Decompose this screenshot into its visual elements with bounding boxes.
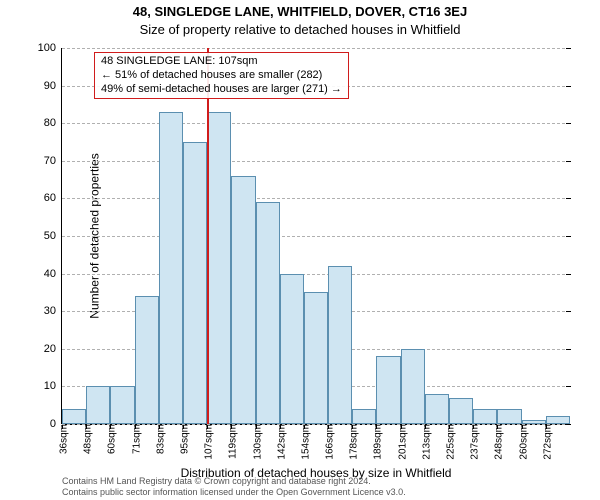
x-tick-label: 60sqm [101, 424, 118, 454]
histogram-bar [497, 409, 521, 424]
annotation-line1: 48 SINGLEDGE LANE: 107sqm [101, 55, 342, 69]
x-tick-label: 48sqm [77, 424, 94, 454]
y-tick-mark [566, 161, 571, 162]
y-tick-mark [566, 236, 571, 237]
y-tick-label: 20 [44, 343, 62, 355]
y-tick-label: 60 [44, 192, 62, 204]
x-tick-label: 71sqm [125, 424, 142, 454]
histogram-bar [522, 420, 546, 424]
chart-container: { "title": "48, SINGLEDGE LANE, WHITFIEL… [0, 0, 600, 500]
y-tick-mark [566, 48, 571, 49]
histogram-bar [376, 356, 400, 424]
y-tick-mark [566, 424, 571, 425]
y-tick-mark [566, 86, 571, 87]
footer-attribution: Contains HM Land Registry data © Crown c… [62, 476, 590, 498]
histogram-bar [256, 202, 280, 424]
gridline [62, 424, 570, 425]
histogram-bar [62, 409, 86, 424]
gridline [62, 198, 570, 199]
histogram-bar [159, 112, 183, 424]
footer-line1: Contains HM Land Registry data © Crown c… [62, 476, 590, 487]
histogram-bar [231, 176, 255, 424]
annotation-line3: 49% of semi-detached houses are larger (… [101, 83, 342, 97]
y-tick-mark [566, 198, 571, 199]
plot-area: 36sqm48sqm60sqm71sqm83sqm95sqm107sqm119s… [62, 48, 570, 424]
x-tick-label: 272sqm [536, 424, 553, 460]
x-tick-label: 83sqm [149, 424, 166, 454]
histogram-bar [352, 409, 376, 424]
histogram-bar [449, 398, 473, 424]
x-tick-label: 130sqm [246, 424, 263, 460]
x-tick-label: 107sqm [198, 424, 215, 460]
footer-line2: Contains public sector information licen… [62, 487, 590, 498]
histogram-bar [135, 296, 159, 424]
histogram-bar [546, 416, 570, 424]
reference-line [207, 48, 209, 424]
x-tick-label: 119sqm [222, 424, 239, 459]
x-tick-label: 213sqm [415, 424, 432, 460]
y-tick-label: 10 [44, 380, 62, 392]
gridline [62, 274, 570, 275]
x-tick-label: 237sqm [464, 424, 481, 460]
x-tick-label: 95sqm [174, 424, 191, 454]
y-tick-mark [566, 311, 571, 312]
x-tick-label: 248sqm [488, 424, 505, 460]
x-tick-label: 166sqm [319, 424, 336, 460]
y-tick-mark [566, 386, 571, 387]
x-tick-label: 225sqm [440, 424, 457, 460]
histogram-bar [425, 394, 449, 424]
x-tick-label: 260sqm [512, 424, 529, 460]
histogram-bar [207, 112, 231, 424]
histogram-bar [280, 274, 304, 424]
x-tick-label: 178sqm [343, 424, 360, 460]
y-tick-label: 100 [38, 42, 62, 54]
x-tick-label: 154sqm [295, 424, 312, 460]
y-tick-mark [566, 123, 571, 124]
y-tick-label: 30 [44, 305, 62, 317]
histogram-bar [183, 142, 207, 424]
y-tick-label: 80 [44, 117, 62, 129]
y-tick-mark [566, 349, 571, 350]
y-tick-label: 90 [44, 80, 62, 92]
annotation-line2: ← 51% of detached houses are smaller (28… [101, 69, 342, 83]
gridline [62, 161, 570, 162]
chart-subtitle: Size of property relative to detached ho… [0, 22, 600, 37]
x-tick-label: 142sqm [270, 424, 287, 460]
histogram-bar [328, 266, 352, 424]
chart-title: 48, SINGLEDGE LANE, WHITFIELD, DOVER, CT… [0, 4, 600, 19]
histogram-bar [473, 409, 497, 424]
gridline [62, 48, 570, 49]
y-tick-label: 70 [44, 155, 62, 167]
y-tick-mark [566, 274, 571, 275]
x-tick-label: 189sqm [367, 424, 384, 460]
x-tick-label: 201sqm [391, 424, 408, 460]
histogram-bar [304, 292, 328, 424]
y-tick-label: 40 [44, 268, 62, 280]
gridline [62, 123, 570, 124]
y-tick-label: 50 [44, 230, 62, 242]
histogram-bar [401, 349, 425, 424]
gridline [62, 236, 570, 237]
y-tick-label: 0 [50, 418, 62, 430]
annotation-box: 48 SINGLEDGE LANE: 107sqm ← 51% of detac… [94, 52, 349, 99]
histogram-bar [86, 386, 110, 424]
histogram-bar [110, 386, 134, 424]
